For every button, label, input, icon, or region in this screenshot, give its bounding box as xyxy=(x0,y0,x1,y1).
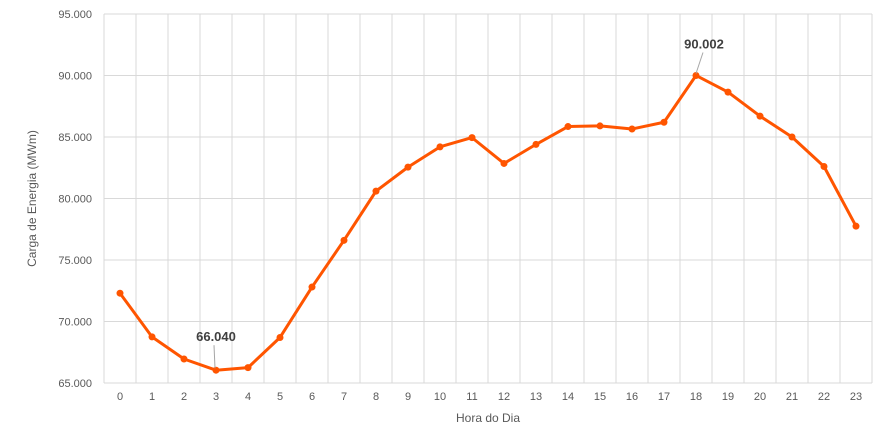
data-point xyxy=(756,112,764,120)
x-tick-label: 2 xyxy=(181,391,187,403)
data-point xyxy=(820,163,828,171)
x-tick-label: 1 xyxy=(149,391,155,403)
x-axis-title: Hora do Dia xyxy=(456,411,520,425)
data-label: 66.040 xyxy=(196,329,236,344)
x-tick-label: 9 xyxy=(405,391,411,403)
x-tick-label: 16 xyxy=(626,391,638,403)
x-tick-label: 10 xyxy=(434,391,446,403)
data-point xyxy=(340,236,348,244)
x-tick-label: 15 xyxy=(594,391,606,403)
x-tick-label: 12 xyxy=(498,391,510,403)
data-point xyxy=(532,140,540,148)
x-tick-label: 21 xyxy=(786,391,798,403)
y-axis-title: Carga de Energia (MWm) xyxy=(25,130,39,267)
x-tick-label: 5 xyxy=(277,391,283,403)
data-point xyxy=(788,133,796,141)
y-tick-label: 90.000 xyxy=(58,71,92,83)
series-line xyxy=(118,73,858,372)
x-tick-label: 18 xyxy=(690,391,702,403)
x-tick-label: 17 xyxy=(658,391,670,403)
x-tick-label: 6 xyxy=(309,391,315,403)
annotation-leader xyxy=(695,52,704,74)
data-point xyxy=(276,333,284,341)
data-point xyxy=(244,364,252,372)
data-point xyxy=(564,123,572,131)
x-tick-label: 11 xyxy=(466,391,477,403)
y-tick-label: 75.000 xyxy=(58,255,92,267)
y-tick-label: 80.000 xyxy=(58,194,92,206)
x-tick-label: 4 xyxy=(245,391,251,403)
x-tick-label: 14 xyxy=(562,391,574,403)
data-point xyxy=(724,88,732,96)
data-point xyxy=(852,222,860,230)
annotation-leader xyxy=(213,345,216,369)
data-point xyxy=(148,333,156,341)
y-tick-label: 95.000 xyxy=(58,9,92,21)
data-point xyxy=(596,122,604,130)
x-tick-label: 0 xyxy=(117,391,123,403)
x-tick-label: 3 xyxy=(213,391,219,403)
data-point xyxy=(660,118,668,126)
y-tick-label: 85.000 xyxy=(58,132,92,144)
x-tick-label: 20 xyxy=(754,391,766,403)
data-point xyxy=(468,134,476,142)
data-point xyxy=(308,283,316,291)
y-tick-label: 65.000 xyxy=(58,378,92,390)
x-tick-label: 19 xyxy=(722,391,734,403)
data-point xyxy=(436,143,444,151)
x-tick-label: 13 xyxy=(530,391,542,403)
data-point xyxy=(628,125,636,133)
data-point xyxy=(500,159,508,167)
x-tick-label: 8 xyxy=(373,391,379,403)
y-tick-label: 70.000 xyxy=(58,317,92,329)
data-point xyxy=(372,187,380,195)
data-point xyxy=(116,289,124,297)
data-label: 90.002 xyxy=(684,36,724,51)
data-point xyxy=(212,366,220,374)
data-point xyxy=(404,163,412,171)
data-point xyxy=(180,355,188,363)
data-point xyxy=(692,71,700,79)
x-tick-label: 22 xyxy=(818,391,830,403)
x-tick-label: 7 xyxy=(341,391,347,403)
x-tick-label: 23 xyxy=(850,391,862,403)
